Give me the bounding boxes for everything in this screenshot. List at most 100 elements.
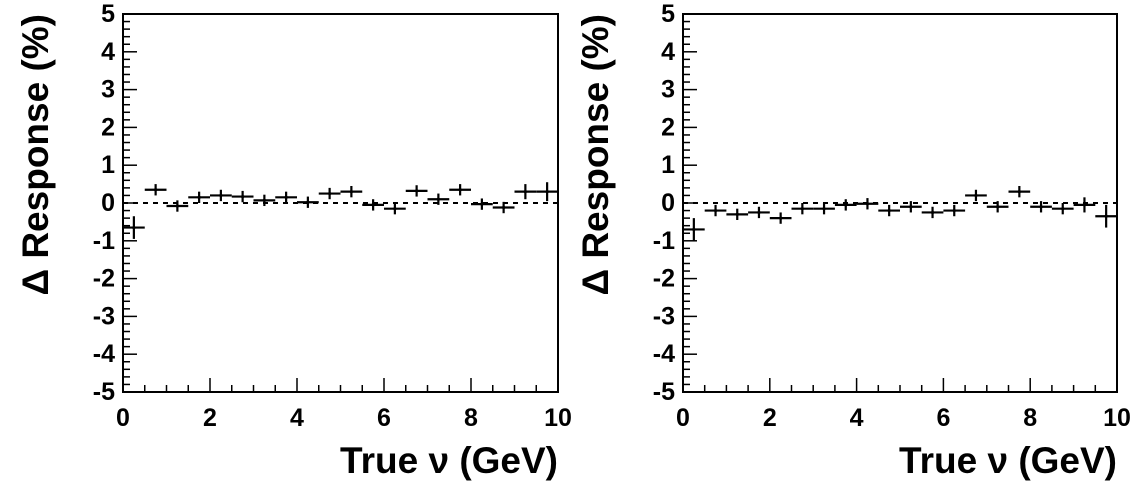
data-point	[813, 203, 835, 215]
marker	[735, 212, 739, 216]
marker	[1104, 214, 1108, 218]
data-point	[1008, 185, 1031, 198]
marker	[887, 208, 891, 213]
marker	[930, 210, 935, 215]
data-point	[340, 185, 363, 198]
marker	[219, 193, 223, 198]
marker	[952, 208, 956, 213]
marker	[779, 216, 783, 220]
marker	[996, 205, 1000, 209]
marker	[154, 188, 158, 192]
y-tick-label: -4	[93, 340, 115, 368]
data-point	[514, 184, 537, 200]
marker	[523, 190, 527, 194]
data-point	[726, 208, 749, 221]
marker	[502, 205, 506, 210]
marker	[545, 190, 549, 194]
data-point	[166, 200, 189, 212]
y-axis-title: Δ Response (%)	[575, 14, 616, 296]
data-point	[791, 203, 814, 215]
data-point	[297, 196, 319, 208]
marker	[349, 190, 353, 194]
y-tick-label: -2	[653, 265, 675, 293]
y-tick-label: -1	[93, 227, 115, 255]
data-point	[536, 182, 558, 202]
data-point	[188, 191, 210, 203]
data-point	[231, 190, 254, 203]
marker	[844, 203, 848, 207]
marker	[800, 207, 804, 211]
y-tick-label: 5	[661, 0, 675, 28]
y-tick-label: 0	[661, 189, 675, 217]
marker	[241, 194, 245, 199]
marker	[132, 225, 136, 230]
marker	[436, 197, 440, 201]
x-tick-label: 6	[936, 404, 950, 432]
data-point	[769, 212, 792, 224]
data-point	[253, 194, 276, 207]
y-tick-label: 5	[101, 0, 115, 28]
data-point	[856, 198, 879, 210]
data-point	[878, 204, 900, 217]
data-point	[943, 204, 966, 217]
x-tick-label: 8	[464, 404, 478, 432]
data-point	[449, 184, 471, 196]
marker	[284, 195, 288, 199]
x-tick-label: 10	[544, 404, 572, 432]
marker	[371, 203, 375, 207]
marker	[1082, 203, 1087, 207]
x-tick-label: 2	[763, 404, 777, 432]
y-tick-label: 2	[101, 113, 115, 141]
marker	[458, 188, 462, 192]
y-tick-label: -5	[653, 378, 675, 406]
y-tick-label: 2	[661, 113, 675, 141]
data-point	[1073, 197, 1096, 213]
x-tick-label: 6	[377, 404, 391, 432]
y-tick-label: -1	[653, 227, 675, 255]
marker	[1061, 207, 1065, 211]
x-axis-title: True ν (GeV)	[899, 440, 1117, 481]
data-point	[683, 218, 705, 241]
y-axis-title: Δ Response (%)	[15, 14, 56, 296]
data-point	[492, 201, 515, 214]
data-point	[405, 185, 428, 197]
marker	[328, 191, 332, 196]
x-tick-label: 10	[1103, 404, 1131, 432]
data-point	[834, 199, 857, 211]
data-point	[986, 201, 1009, 213]
y-tick-label: 0	[101, 189, 115, 217]
marker	[713, 208, 718, 213]
plot-frame	[122, 13, 559, 393]
data-point	[1095, 204, 1117, 228]
marker	[865, 202, 870, 206]
y-tick-label: 4	[101, 38, 115, 66]
plot-frame	[682, 13, 1118, 393]
data-point	[362, 199, 384, 211]
data-point	[1051, 203, 1074, 215]
marker	[822, 207, 826, 211]
x-tick-label: 4	[290, 404, 304, 432]
marker	[197, 195, 201, 199]
data-point	[210, 189, 232, 202]
data-point	[275, 191, 297, 203]
data-point	[384, 203, 406, 215]
y-tick-label: -4	[653, 340, 675, 368]
data-point	[471, 198, 493, 210]
marker	[757, 210, 761, 215]
data-point	[123, 216, 145, 239]
data-point	[1030, 201, 1052, 213]
marker	[692, 227, 696, 232]
y-tick-label: -5	[93, 378, 115, 406]
x-tick-label: 8	[1023, 404, 1037, 432]
marker	[1039, 205, 1043, 209]
y-tick-label: 3	[101, 76, 115, 104]
marker	[909, 205, 913, 209]
y-tick-label: 1	[661, 151, 675, 179]
marker	[262, 198, 266, 202]
y-tick-label: 3	[661, 76, 675, 104]
x-tick-label: 0	[116, 404, 130, 432]
marker	[306, 200, 310, 204]
